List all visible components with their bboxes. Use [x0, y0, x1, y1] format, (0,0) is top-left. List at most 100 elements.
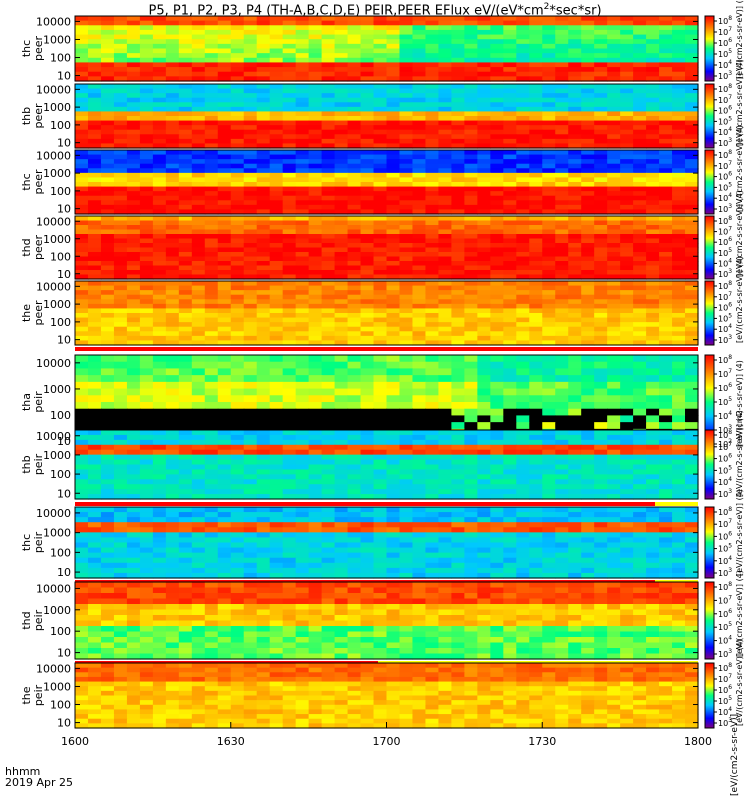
colorbar-tick-exponent: 4 — [728, 257, 732, 264]
colorbar-tick-label: 104 — [718, 555, 732, 566]
colorbar-tick-exponent: 5 — [728, 396, 732, 403]
colorbar-tick-exponent: 3 — [728, 70, 732, 77]
y-tick-label: 100 — [50, 316, 71, 329]
colorbar-tick-exponent: 7 — [728, 226, 732, 233]
species-label: peer — [32, 103, 45, 129]
x-tick-label: 1600 — [61, 735, 89, 748]
y-tick-label: 100 — [50, 409, 71, 422]
species-label: peir — [32, 609, 45, 631]
colorbar-unit-label: [eV/(cm2-s-sr-eV)] (4) — [735, 570, 744, 657]
y-tick-label: 10000 — [36, 507, 71, 520]
panel-9-thd-peir: 10 100 1000 10000 thd peir 108 107 106 105 104 103[… — [20, 570, 744, 665]
x-tick-label: 1630 — [217, 735, 245, 748]
colorbar-tick-exponent: 8 — [728, 83, 732, 90]
colorbar-tick-label: 106 — [718, 453, 732, 464]
colorbar-tick-label: 105 — [718, 115, 732, 126]
colorbar-tick-label: 107 — [718, 226, 732, 237]
y-tick-label: 1000 — [43, 298, 71, 311]
colorbar-tick-exponent: 3 — [728, 424, 732, 431]
y-tick-label: 10 — [57, 268, 71, 281]
colorbar-tick-label: 107 — [718, 594, 732, 605]
colorbar-tick-exponent: 3 — [728, 268, 732, 275]
species-label: peer — [32, 300, 45, 326]
colorbar-tick-label: 105 — [718, 543, 732, 554]
panel-frame — [74, 149, 699, 215]
probe-label: the — [20, 686, 33, 704]
colorbar-tick-label: 104 — [718, 635, 732, 646]
time-axis-label-line1: hhmm — [5, 765, 41, 778]
species-label: peer — [32, 36, 45, 62]
colorbar-tick-exponent: 6 — [728, 171, 732, 178]
species-label: peer — [32, 235, 45, 261]
y-axis-label: thd peer — [20, 235, 45, 261]
colorbar-tick-label: 104 — [718, 257, 732, 268]
species-label: peer — [32, 169, 45, 195]
colorbar-tick-exponent: 5 — [728, 695, 732, 702]
colorbar-tick-label: 108 — [718, 354, 732, 365]
colorbar-tick-exponent: 8 — [728, 354, 732, 361]
colorbar-axis-title: [eV/(cm2-s-sr-eV)] — [730, 713, 740, 796]
spectrogram-heatmap — [75, 216, 699, 280]
colorbar-tick-exponent: 4 — [728, 126, 732, 133]
colorbar-tick-label: 108 — [718, 149, 732, 160]
colorbar-tick-label: 107 — [718, 94, 732, 105]
colorbar-tick-exponent: 5 — [728, 48, 732, 55]
y-tick-label: 100 — [50, 546, 71, 559]
panel-frame — [74, 15, 699, 82]
species-label: peir — [32, 391, 45, 413]
y-tick-label: 100 — [50, 468, 71, 481]
colorbar-tick-label: 108 — [718, 662, 732, 673]
colorbar-tick-label: 103 — [718, 268, 732, 279]
probe-label: thc — [20, 40, 33, 57]
colorbar-unit-label: [eV/(cm2-s-sr-eV)] (4) — [735, 639, 744, 726]
colorbar-tick-label: 107 — [718, 160, 732, 171]
colorbar-tick-exponent: 4 — [728, 706, 732, 713]
y-tick-label: 10 — [57, 137, 71, 150]
colorbar-tick-label: 106 — [718, 382, 732, 393]
y-tick-label: 10000 — [36, 357, 71, 370]
colorbar-tick-exponent: 6 — [728, 382, 732, 389]
panel-frame — [74, 429, 699, 500]
colorbar-tick-label: 104 — [718, 126, 732, 137]
colorbar-tick-exponent: 6 — [728, 684, 732, 691]
status-bar — [75, 347, 698, 351]
y-tick-label: 1000 — [43, 527, 71, 540]
colorbar-tick-exponent: 5 — [728, 312, 732, 319]
colorbar-tick-label: 103 — [718, 567, 732, 578]
time-axis-label: hhmm 2019 Apr 25 — [5, 766, 73, 788]
y-tick-label: 1000 — [43, 604, 71, 617]
colorbar-tick-label: 107 — [718, 368, 732, 379]
colorbar-tick-label: 107 — [718, 291, 732, 302]
colorbar-unit-label: [eV/(cm2-s-sr-eV)] (4) — [735, 489, 744, 576]
colorbar-tick-label: 105 — [718, 621, 732, 632]
y-tick-label: 10000 — [36, 215, 71, 228]
y-tick-label: 1000 — [43, 233, 71, 246]
colorbar-tick-label: 108 — [718, 280, 732, 291]
colorbar-tick-label: 103 — [718, 717, 732, 728]
colorbar-tick-label: 106 — [718, 105, 732, 116]
y-tick-label: 10 — [57, 566, 71, 579]
colorbar-tick-label: 105 — [718, 396, 732, 407]
colorbar-tick-label: 108 — [718, 506, 732, 517]
spectrogram-heatmap — [75, 281, 699, 346]
y-tick-label: 1000 — [43, 383, 71, 396]
colorbar-tick-exponent: 4 — [728, 192, 732, 199]
colorbar-tick-label: 106 — [718, 37, 732, 48]
colorbar-tick-label: 105 — [718, 48, 732, 59]
colorbar-tick-label: 102 — [718, 438, 732, 449]
y-tick-label: 10 — [57, 487, 71, 500]
y-tick-label: 10000 — [36, 280, 71, 293]
spectrogram-heatmap — [75, 16, 699, 82]
colorbar-tick-exponent: 2 — [728, 438, 732, 445]
colorbar-tick-label: 107 — [718, 441, 732, 452]
colorbar-tick-exponent: 6 — [728, 453, 732, 460]
y-tick-label: 100 — [50, 52, 71, 65]
y-tick-label: 1000 — [43, 101, 71, 114]
spectrogram-heatmap — [75, 582, 699, 660]
